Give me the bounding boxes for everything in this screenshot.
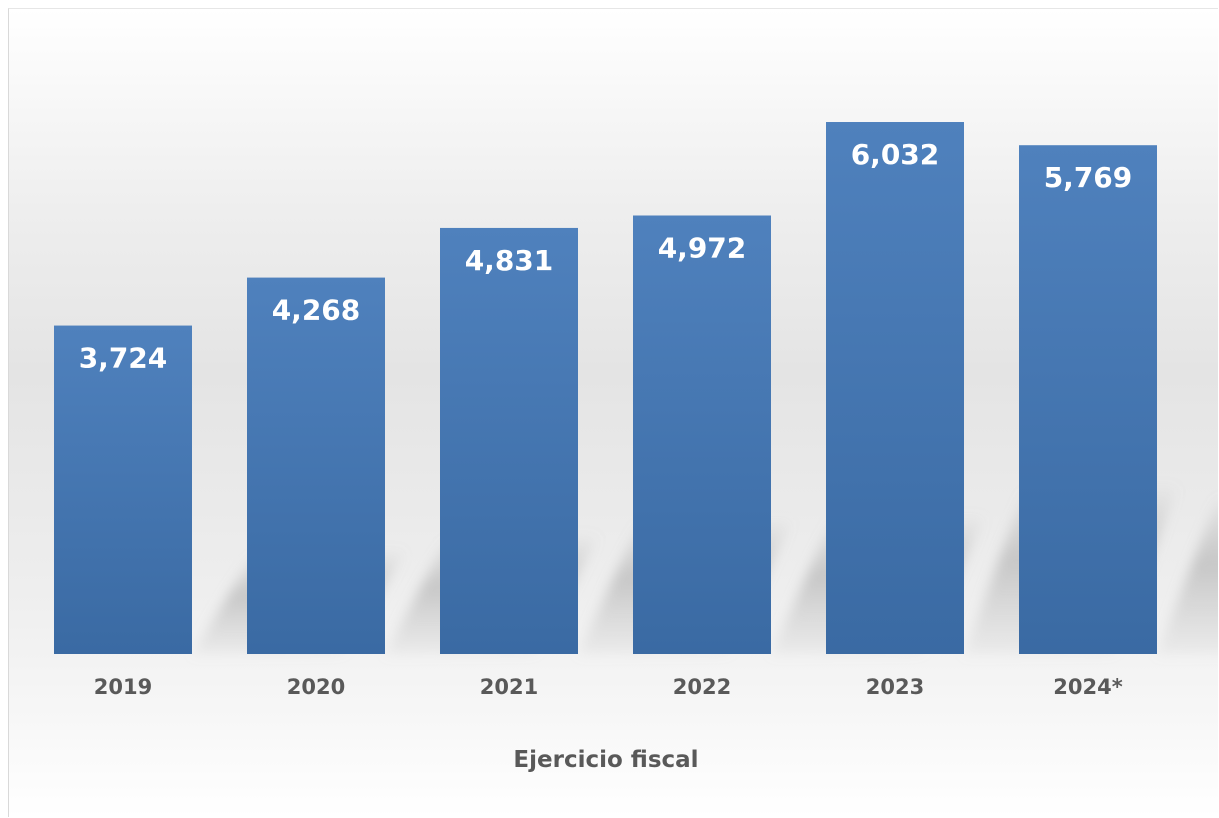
bars (54, 122, 1157, 655)
category-labels: 2019 2020 2021 2022 2023 2024* (94, 675, 1123, 699)
bar-2020 (247, 277, 385, 654)
category-label: 2021 (480, 675, 538, 699)
category-label: 2024* (1053, 675, 1122, 699)
bar-2024* (1019, 145, 1157, 655)
category-label: 2023 (866, 675, 924, 699)
category-label: 2020 (287, 675, 345, 699)
value-label: 4,268 (272, 294, 361, 327)
x-axis-title: Ejercicio fiscal (513, 747, 698, 773)
chart-area: 3,724 4,268 4,831 4,972 6,032 5,769 2019 2020 2… (8, 8, 1218, 817)
category-label: 2019 (94, 675, 152, 699)
value-label: 3,724 (79, 342, 168, 375)
value-labels: 3,724 4,268 4,831 4,972 6,032 5,769 (79, 138, 1133, 375)
value-label: 4,972 (658, 231, 747, 264)
value-label: 6,032 (851, 138, 940, 171)
category-label: 2022 (673, 675, 731, 699)
bar-2021 (440, 227, 578, 655)
bar-2019 (54, 325, 192, 654)
bar-shadow (1157, 499, 1218, 654)
value-label: 5,769 (1044, 161, 1133, 194)
bar-2022 (633, 215, 771, 654)
bar-2023 (826, 122, 964, 654)
value-label: 4,831 (465, 244, 554, 277)
